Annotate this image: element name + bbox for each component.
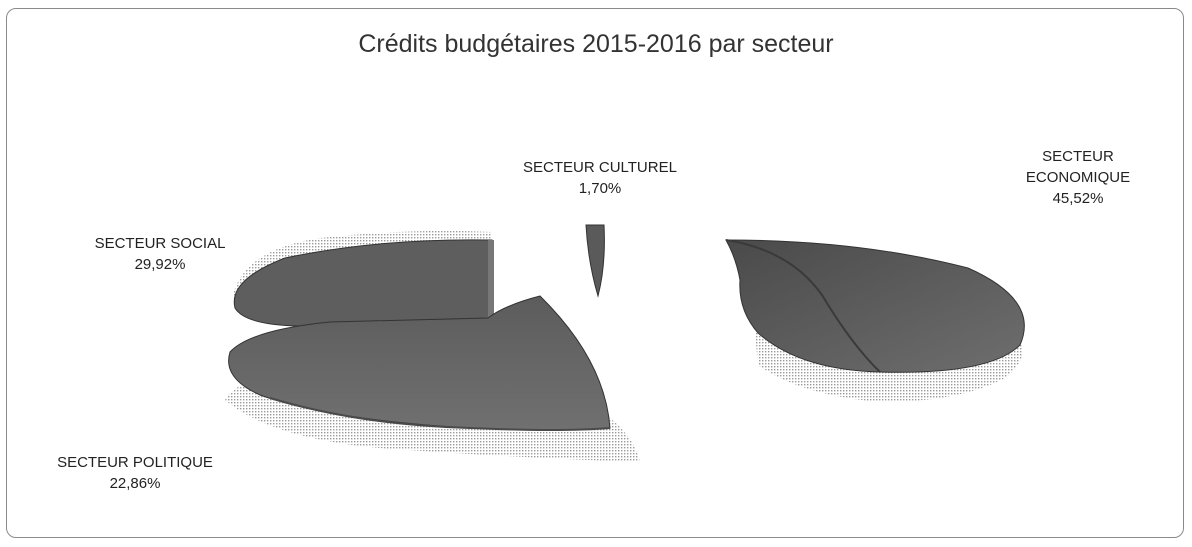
chart-title: Crédits budgétaires 2015-2016 par secteu… <box>358 30 834 58</box>
slice-social-side <box>488 240 494 326</box>
label-culturel-value: 1,70% <box>578 180 622 197</box>
label-politique: SECTEUR POLITIQUE 22,86% <box>20 452 250 494</box>
slice-social <box>233 239 493 327</box>
slice-economique-edge <box>725 239 881 373</box>
slice-politique-rim <box>269 397 611 431</box>
label-culturel: SECTEUR CULTUREL 1,70% <box>490 157 710 199</box>
label-social: SECTEUR SOCIAL 29,92% <box>60 233 260 275</box>
label-politique-value: 22,86% <box>109 475 161 492</box>
label-social-name: SECTEUR SOCIAL <box>94 235 226 252</box>
label-economique-name: SECTEUR ECONOMIQUE <box>1025 148 1131 186</box>
slice-culturel <box>585 224 605 298</box>
label-social-value: 29,92% <box>134 256 186 273</box>
label-economique: SECTEUR ECONOMIQUE 45,52% <box>1008 146 1148 209</box>
label-politique-name: SECTEUR POLITIQUE <box>57 454 213 471</box>
slice-economique <box>725 239 1025 373</box>
label-culturel-name: SECTEUR CULTUREL <box>523 159 677 176</box>
label-economique-value: 45,52% <box>1052 190 1104 207</box>
